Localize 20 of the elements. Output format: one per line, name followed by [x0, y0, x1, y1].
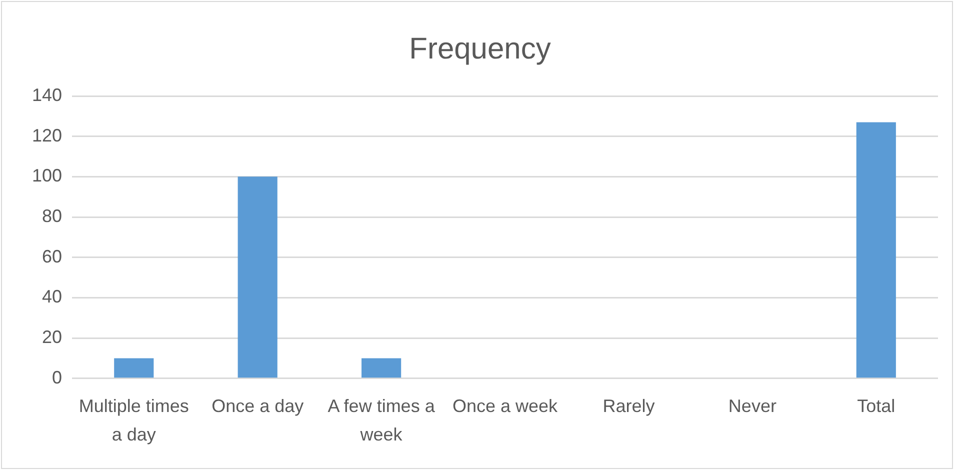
- y-tick-label: 20: [42, 327, 62, 348]
- x-tick-label: Once a week: [452, 396, 559, 416]
- y-tick-label: 140: [32, 84, 62, 105]
- chart-title: Frequency: [409, 32, 551, 66]
- y-tick-label: 80: [42, 206, 62, 226]
- y-tick-label: 120: [32, 125, 62, 146]
- y-tick-label: 60: [42, 246, 62, 266]
- bar: [856, 122, 896, 378]
- x-tick-label: Once a day: [212, 396, 304, 416]
- x-tick-label: Rarely: [602, 396, 655, 416]
- x-tick-label: Total: [857, 396, 896, 416]
- x-tick-label: A few times a week: [328, 396, 436, 445]
- bar: [238, 176, 278, 378]
- bar: [362, 358, 402, 378]
- x-tick-label: Multiple times a day: [78, 396, 189, 445]
- bar: [114, 358, 154, 378]
- y-tick-label: 0: [52, 367, 62, 388]
- x-tick-label: Never: [728, 396, 776, 416]
- y-tick-label: 40: [42, 286, 62, 307]
- y-tick-label: 100: [32, 166, 62, 186]
